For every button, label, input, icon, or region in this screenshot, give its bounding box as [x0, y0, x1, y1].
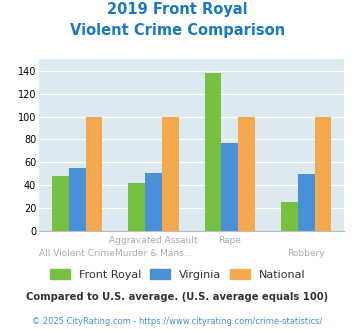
Bar: [145, 173, 162, 231]
Bar: [222, 143, 238, 231]
Text: Murder & Mans...: Murder & Mans...: [115, 249, 192, 258]
Bar: [281, 202, 298, 231]
Bar: [86, 116, 102, 231]
Text: Robbery: Robbery: [288, 249, 325, 258]
Bar: [205, 73, 222, 231]
Bar: [238, 116, 255, 231]
Bar: [69, 168, 86, 231]
Legend: Front Royal, Virginia, National: Front Royal, Virginia, National: [45, 265, 310, 284]
Text: Rape: Rape: [218, 236, 241, 245]
Bar: [52, 176, 69, 231]
Text: Aggravated Assault: Aggravated Assault: [109, 236, 198, 245]
Bar: [162, 116, 179, 231]
Text: Violent Crime Comparison: Violent Crime Comparison: [70, 23, 285, 38]
Bar: [129, 183, 145, 231]
Text: Compared to U.S. average. (U.S. average equals 100): Compared to U.S. average. (U.S. average …: [26, 292, 329, 302]
Text: © 2025 CityRating.com - https://www.cityrating.com/crime-statistics/: © 2025 CityRating.com - https://www.city…: [32, 317, 323, 326]
Text: 2019 Front Royal: 2019 Front Royal: [107, 2, 248, 16]
Bar: [298, 174, 315, 231]
Bar: [315, 116, 331, 231]
Text: All Violent Crime: All Violent Crime: [39, 249, 115, 258]
